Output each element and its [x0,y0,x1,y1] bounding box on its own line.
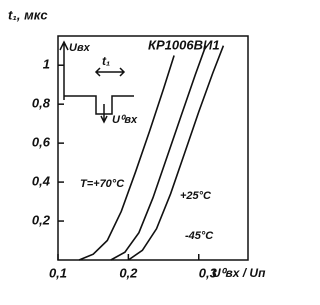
y-tick-label: 0,8 [32,96,51,111]
inset-label: t₁ [102,54,110,68]
inset-label: U⁰вх [112,114,138,126]
inset-label: Uвх [69,42,91,54]
series-label: T=+70°C [80,178,125,190]
y-tick-label: 0,6 [32,135,51,150]
chart: t₁, мкс КР1006ВИ1 Uвх t₁ U⁰вх U⁰вх / Uп … [8,7,266,280]
line [127,45,225,261]
x-axis-label: U⁰вх / Uп [212,266,266,280]
inset-diagram [59,40,134,124]
x-tick-label: 0,3 [199,265,218,280]
y-tick-label: 1 [43,57,50,72]
y-tick-label: 0,4 [32,174,51,189]
y-tick-label: 0,2 [32,212,51,227]
plot-frame [57,35,249,261]
x-tick-label: 0,1 [49,265,67,280]
chart-title: КР1006ВИ1 [148,37,220,52]
line [78,55,175,261]
x-tick-label: 0,2 [119,265,138,280]
y-axis-label: t₁, мкс [8,7,48,22]
series-label: +25°C [180,190,212,202]
line [110,45,207,261]
series-label: -45°C [185,230,214,242]
